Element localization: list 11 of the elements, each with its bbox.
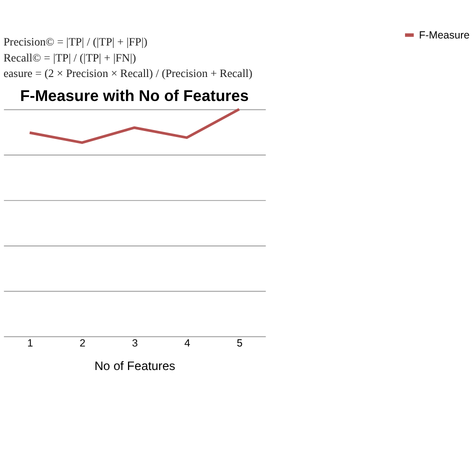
legend-label: F-Measure [419,30,470,42]
chart-title: F-Measure with No of Features [20,88,249,105]
x-tick-label: 4 [184,338,190,350]
text: Precision© = |TP| / (|TP| + |FP|) [3,36,148,49]
text: easure = (2 × Precision × Recall) / (Precision + Recall) [3,68,253,80]
x-axis-title: No of Features [94,358,176,373]
text: Recall© = |TP| / (|TP| + |FN|) [3,52,136,64]
x-tick-label: 1 [27,338,34,350]
x-tick-label: 3 [132,338,138,350]
x-tick-label: 5 [236,338,243,350]
x-tick-label: 2 [80,338,86,350]
